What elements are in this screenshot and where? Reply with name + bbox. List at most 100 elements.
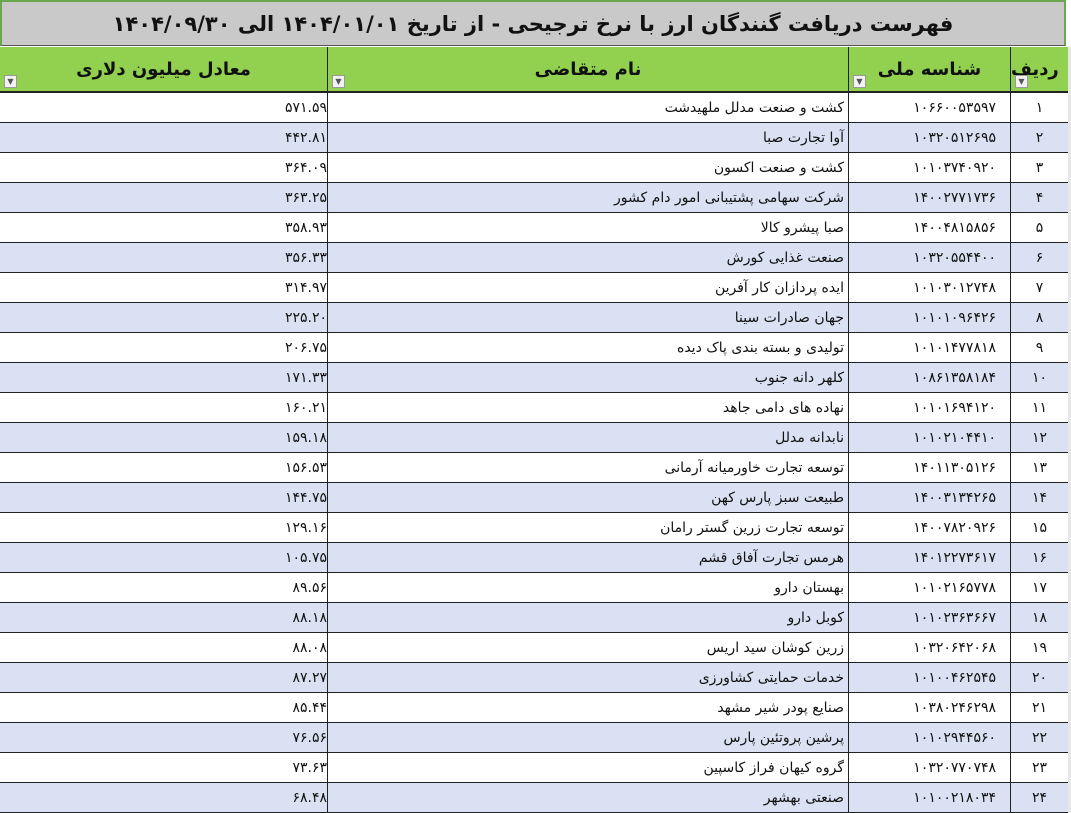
usd-million-value-cell[interactable]: ۱۲۹.۱۶: [284, 519, 327, 536]
usd-million-value-cell[interactable]: ۵۷۱.۵۹: [284, 99, 327, 116]
header-value[interactable]: معادل میلیون دلاری ▼: [0, 47, 327, 91]
usd-million-value-cell[interactable]: ۱۷۱.۳۳: [284, 369, 327, 386]
applicant-name-cell[interactable]: طبیعت سبز پارس کهن: [327, 483, 848, 512]
national-id-cell[interactable]: ۱۴۰۰۷۸۲۰۹۲۶: [848, 513, 1010, 542]
applicant-name-cell[interactable]: صبا پیشرو کالا: [327, 213, 848, 242]
header-national-id[interactable]: شناسه ملی ▼: [848, 47, 1010, 91]
row-index-cell[interactable]: ۱۸: [1010, 603, 1068, 632]
row-index-cell[interactable]: ۱۵: [1010, 513, 1068, 542]
applicant-name-cell[interactable]: پرشین پروتئین پارس: [327, 723, 848, 752]
national-id-cell[interactable]: ۱۰۱۰۳۷۴۰۹۲۰: [848, 153, 1010, 182]
national-id-cell[interactable]: ۱۰۸۶۱۳۵۸۱۸۴: [848, 363, 1010, 392]
national-id-cell[interactable]: ۱۰۱۰۰۲۱۸۰۳۴: [848, 783, 1010, 812]
row-index-cell[interactable]: ۱۰: [1010, 363, 1068, 392]
row-index-cell[interactable]: ۲۳: [1010, 753, 1068, 782]
header-name[interactable]: نام متقاضی ▼: [327, 47, 848, 91]
usd-million-value-cell[interactable]: ۷۶.۵۶: [292, 729, 327, 746]
filter-dropdown-icon[interactable]: ▼: [4, 75, 17, 88]
applicant-name-cell[interactable]: خدمات حمایتی کشاورزی: [327, 663, 848, 692]
row-index-cell[interactable]: ۱۷: [1010, 573, 1068, 602]
national-id-cell[interactable]: ۱۰۳۲۰۷۷۰۷۴۸: [848, 753, 1010, 782]
national-id-cell[interactable]: ۱۰۱۰۰۴۶۲۵۴۵: [848, 663, 1010, 692]
national-id-cell[interactable]: ۱۰۳۲۰۵۱۲۶۹۵: [848, 123, 1010, 152]
national-id-cell[interactable]: ۱۰۱۰۱۶۹۴۱۲۰: [848, 393, 1010, 422]
usd-million-value-cell[interactable]: ۳۵۶.۳۳: [284, 249, 327, 266]
row-index-cell[interactable]: ۸: [1010, 303, 1068, 332]
usd-million-value-cell[interactable]: ۱۶۰.۲۱: [284, 399, 327, 416]
row-index-cell[interactable]: ۱۹: [1010, 633, 1068, 662]
national-id-cell[interactable]: ۱۰۳۲۰۵۵۴۴۰۰: [848, 243, 1010, 272]
applicant-name-cell[interactable]: زرین کوشان سید اریس: [327, 633, 848, 662]
usd-million-value-cell[interactable]: ۴۴۲.۸۱: [284, 129, 327, 146]
filter-dropdown-icon[interactable]: ▼: [853, 75, 866, 88]
filter-dropdown-icon[interactable]: ▼: [1015, 75, 1028, 88]
usd-million-value-cell[interactable]: ۱۵۹.۱۸: [284, 429, 327, 446]
usd-million-value-cell[interactable]: ۸۵.۴۴: [292, 699, 327, 716]
usd-million-value-cell[interactable]: ۸۸.۰۸: [292, 639, 327, 656]
row-index-cell[interactable]: ۲۱: [1010, 693, 1068, 722]
applicant-name-cell[interactable]: هرمس تجارت آفاق قشم: [327, 543, 848, 572]
row-index-cell[interactable]: ۶: [1010, 243, 1068, 272]
row-index-cell[interactable]: ۲۴: [1010, 783, 1068, 812]
row-index-cell[interactable]: ۱۳: [1010, 453, 1068, 482]
national-id-cell[interactable]: ۱۴۰۰۴۸۱۵۸۵۶: [848, 213, 1010, 242]
row-index-cell[interactable]: ۱۲: [1010, 423, 1068, 452]
usd-million-value-cell[interactable]: ۱۵۶.۵۳: [284, 459, 327, 476]
row-index-cell[interactable]: ۷: [1010, 273, 1068, 302]
usd-million-value-cell[interactable]: ۶۸.۴۸: [292, 789, 327, 806]
national-id-cell[interactable]: ۱۰۱۰۱۰۹۶۴۲۶: [848, 303, 1010, 332]
applicant-name-cell[interactable]: گروه کیهان فراز کاسپین: [327, 753, 848, 782]
applicant-name-cell[interactable]: جهان صادرات سینا: [327, 303, 848, 332]
applicant-name-cell[interactable]: ایده پردازان کار آفرین: [327, 273, 848, 302]
applicant-name-cell[interactable]: بهستان دارو: [327, 573, 848, 602]
usd-million-value-cell[interactable]: ۸۸.۱۸: [292, 609, 327, 626]
usd-million-value-cell[interactable]: ۳۶۴.۰۹: [284, 159, 327, 176]
usd-million-value-cell[interactable]: ۸۹.۵۶: [292, 579, 327, 596]
national-id-cell[interactable]: ۱۴۰۱۱۳۰۵۱۲۶: [848, 453, 1010, 482]
usd-million-value-cell[interactable]: ۳۶۳.۲۵: [284, 189, 327, 206]
usd-million-value-cell[interactable]: ۱۴۴.۷۵: [284, 489, 327, 506]
national-id-cell[interactable]: ۱۰۱۰۲۱۰۴۴۱۰: [848, 423, 1010, 452]
usd-million-value-cell[interactable]: ۷۳.۶۳: [292, 759, 327, 776]
national-id-cell[interactable]: ۱۴۰۰۳۱۳۴۲۶۵: [848, 483, 1010, 512]
usd-million-value-cell[interactable]: ۱۰۵.۷۵: [284, 549, 327, 566]
applicant-name-cell[interactable]: کلهر دانه جنوب: [327, 363, 848, 392]
usd-million-value-cell[interactable]: ۳۵۸.۹۳: [284, 219, 327, 236]
national-id-cell[interactable]: ۱۴۰۰۲۷۷۱۷۳۶: [848, 183, 1010, 212]
applicant-name-cell[interactable]: کشت و صنعت اکسون: [327, 153, 848, 182]
usd-million-value-cell[interactable]: ۲۰۶.۷۵: [284, 339, 327, 356]
usd-million-value-cell[interactable]: ۸۷.۲۷: [292, 669, 327, 686]
row-index-cell[interactable]: ۱: [1010, 93, 1068, 122]
row-index-cell[interactable]: ۱۶: [1010, 543, 1068, 572]
header-index[interactable]: ردیف ▼: [1010, 47, 1068, 91]
row-index-cell[interactable]: ۴: [1010, 183, 1068, 212]
row-index-cell[interactable]: ۲۰: [1010, 663, 1068, 692]
national-id-cell[interactable]: ۱۰۱۰۲۱۶۵۷۷۸: [848, 573, 1010, 602]
applicant-name-cell[interactable]: توسعه تجارت خاورمیانه آرمانی: [327, 453, 848, 482]
row-index-cell[interactable]: ۲: [1010, 123, 1068, 152]
filter-dropdown-icon[interactable]: ▼: [332, 75, 345, 88]
applicant-name-cell[interactable]: نابدانه مدلل: [327, 423, 848, 452]
national-id-cell[interactable]: ۱۰۱۰۳۰۱۲۷۴۸: [848, 273, 1010, 302]
national-id-cell[interactable]: ۱۴۰۱۲۲۷۳۶۱۷: [848, 543, 1010, 572]
applicant-name-cell[interactable]: توسعه تجارت زرین گستر رامان: [327, 513, 848, 542]
national-id-cell[interactable]: ۱۰۱۰۲۹۴۴۵۶۰: [848, 723, 1010, 752]
applicant-name-cell[interactable]: شرکت سهامی پشتیبانی امور دام کشور: [327, 183, 848, 212]
applicant-name-cell[interactable]: کشت و صنعت مدلل ملهیدشت: [327, 93, 848, 122]
applicant-name-cell[interactable]: صنعتی بهشهر: [327, 783, 848, 812]
national-id-cell[interactable]: ۱۰۶۶۰۰۵۳۵۹۷: [848, 93, 1010, 122]
applicant-name-cell[interactable]: نهاده های دامی جاهد: [327, 393, 848, 422]
row-index-cell[interactable]: ۳: [1010, 153, 1068, 182]
row-index-cell[interactable]: ۹: [1010, 333, 1068, 362]
usd-million-value-cell[interactable]: ۲۲۵.۲۰: [284, 309, 327, 326]
row-index-cell[interactable]: ۱۱: [1010, 393, 1068, 422]
national-id-cell[interactable]: ۱۰۱۰۱۴۷۷۸۱۸: [848, 333, 1010, 362]
applicant-name-cell[interactable]: تولیدی و بسته بندی پاک دیده: [327, 333, 848, 362]
national-id-cell[interactable]: ۱۰۱۰۲۳۶۳۶۶۷: [848, 603, 1010, 632]
national-id-cell[interactable]: ۱۰۳۲۰۶۴۲۰۶۸: [848, 633, 1010, 662]
national-id-cell[interactable]: ۱۰۳۸۰۲۴۶۲۹۸: [848, 693, 1010, 722]
usd-million-value-cell[interactable]: ۳۱۴.۹۷: [284, 279, 327, 296]
applicant-name-cell[interactable]: آوا تجارت صبا: [327, 123, 848, 152]
applicant-name-cell[interactable]: صنایع پودر شیر مشهد: [327, 693, 848, 722]
row-index-cell[interactable]: ۱۴: [1010, 483, 1068, 512]
